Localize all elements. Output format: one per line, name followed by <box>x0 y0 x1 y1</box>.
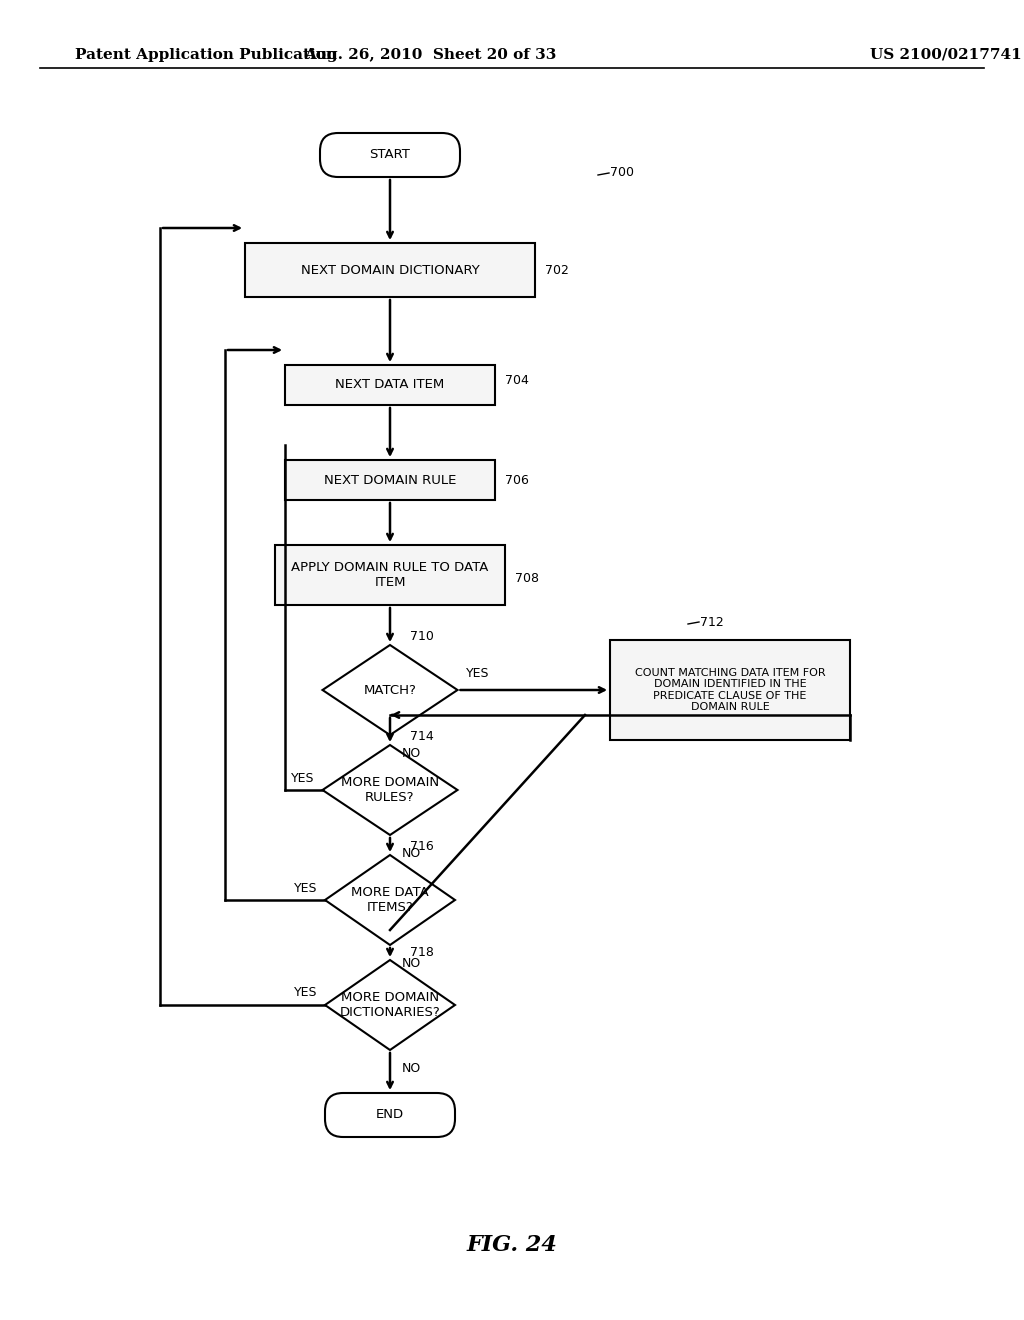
FancyBboxPatch shape <box>245 243 535 297</box>
Text: START: START <box>370 149 411 161</box>
Text: 704: 704 <box>505 375 528 388</box>
Text: FIG. 24: FIG. 24 <box>467 1234 557 1257</box>
FancyBboxPatch shape <box>325 1093 455 1137</box>
Text: MORE DOMAIN
DICTIONARIES?: MORE DOMAIN DICTIONARIES? <box>340 991 440 1019</box>
Text: YES: YES <box>466 667 489 680</box>
Text: NO: NO <box>402 957 421 970</box>
Text: 706: 706 <box>505 474 528 487</box>
Text: MATCH?: MATCH? <box>364 684 417 697</box>
Text: NEXT DOMAIN DICTIONARY: NEXT DOMAIN DICTIONARY <box>301 264 479 276</box>
Polygon shape <box>323 744 458 836</box>
Text: END: END <box>376 1109 404 1122</box>
FancyBboxPatch shape <box>285 459 495 500</box>
Polygon shape <box>323 645 458 735</box>
Text: 712: 712 <box>700 615 724 628</box>
Text: YES: YES <box>291 771 314 784</box>
Text: NO: NO <box>402 747 421 760</box>
Text: US 2100/0217741 A1: US 2100/0217741 A1 <box>870 48 1024 62</box>
Text: 718: 718 <box>410 945 434 958</box>
Text: MORE DATA
ITEMS?: MORE DATA ITEMS? <box>351 886 429 913</box>
Text: NO: NO <box>402 1063 421 1074</box>
Text: Aug. 26, 2010  Sheet 20 of 33: Aug. 26, 2010 Sheet 20 of 33 <box>304 48 556 62</box>
FancyBboxPatch shape <box>610 640 850 741</box>
Text: 710: 710 <box>410 631 434 644</box>
Text: YES: YES <box>294 986 317 999</box>
Text: MORE DOMAIN
RULES?: MORE DOMAIN RULES? <box>341 776 439 804</box>
FancyBboxPatch shape <box>319 133 460 177</box>
Text: 716: 716 <box>410 841 434 854</box>
Polygon shape <box>325 960 455 1049</box>
Text: YES: YES <box>294 882 317 895</box>
Text: 700: 700 <box>610 166 634 180</box>
Text: Patent Application Publication: Patent Application Publication <box>75 48 337 62</box>
FancyBboxPatch shape <box>275 545 505 605</box>
Text: 708: 708 <box>515 573 539 586</box>
Text: NEXT DOMAIN RULE: NEXT DOMAIN RULE <box>324 474 456 487</box>
Text: APPLY DOMAIN RULE TO DATA
ITEM: APPLY DOMAIN RULE TO DATA ITEM <box>291 561 488 589</box>
Text: NO: NO <box>402 847 421 861</box>
FancyBboxPatch shape <box>285 366 495 405</box>
Text: 714: 714 <box>410 730 434 743</box>
Polygon shape <box>325 855 455 945</box>
Text: 702: 702 <box>545 264 569 276</box>
Text: COUNT MATCHING DATA ITEM FOR
DOMAIN IDENTIFIED IN THE
PREDICATE CLAUSE OF THE
DO: COUNT MATCHING DATA ITEM FOR DOMAIN IDEN… <box>635 668 825 713</box>
Text: NEXT DATA ITEM: NEXT DATA ITEM <box>336 379 444 392</box>
